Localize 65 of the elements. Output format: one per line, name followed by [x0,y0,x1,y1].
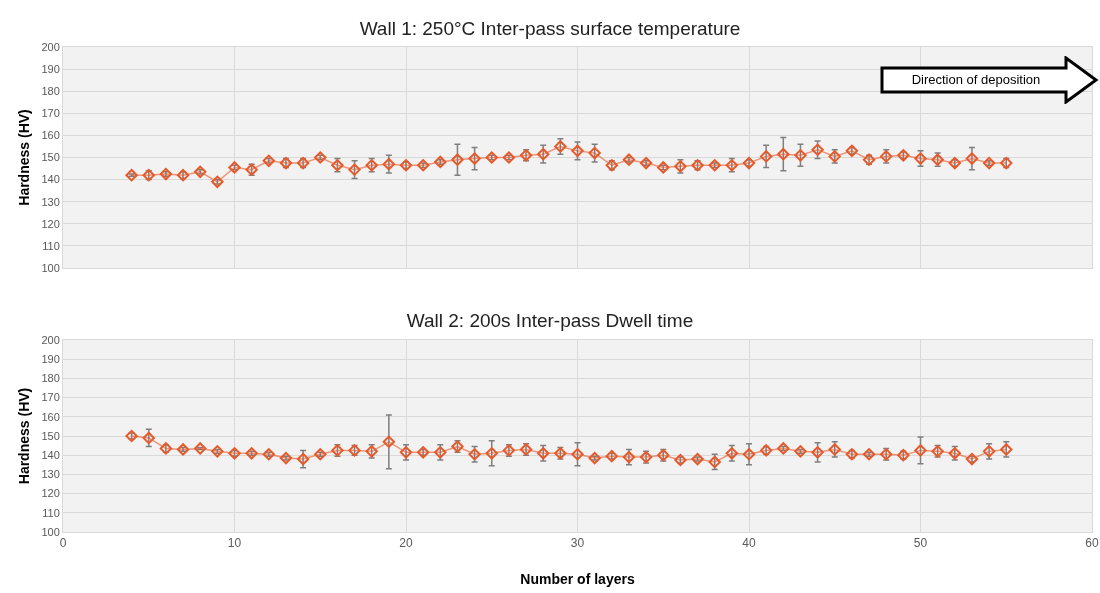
y-tick-label: 140 [41,449,60,462]
y-tick-label: 100 [41,261,60,274]
point [965,152,979,165]
y-tick-label: 160 [41,410,60,423]
x-tick-label: 40 [742,536,756,551]
y-tick-label: 120 [41,487,60,500]
point [794,149,807,162]
point [125,168,138,182]
chart-title: Wall 1: 250°C Inter-pass surface temperature [359,17,741,39]
y-tick-label: 180 [41,85,60,98]
point [279,451,293,465]
point [811,143,824,156]
y-axis-title: Hardness (HV) [16,109,33,206]
annotation: Direction of deposition [910,71,1042,89]
y-tick-label: 160 [41,129,60,142]
point [382,435,396,448]
point [811,446,824,459]
point [742,448,756,461]
point [485,447,498,460]
x-tick-label: 60 [1085,536,1099,551]
point [194,165,207,179]
point [571,448,584,461]
x-tick-label: 50 [913,536,928,551]
point [914,444,927,457]
point [451,153,464,166]
point [194,442,207,455]
y-tick-label: 110 [42,239,60,252]
y-tick-label: 130 [41,468,60,481]
x-axis-title: Number of layers [520,571,635,587]
y-tick-label: 120 [41,217,60,230]
point [777,147,790,161]
y-tick-label: 100 [41,525,60,538]
point [691,452,704,466]
y-tick-label: 200 [41,40,60,53]
y-axis-title: Hardness (HV) [16,387,33,485]
y-tick-label: 150 [41,429,60,442]
y-tick-label: 200 [41,333,60,346]
point [262,154,275,168]
point [982,156,996,170]
y-tick-label: 140 [41,173,60,186]
point [434,155,447,169]
y-tick-label: 190 [41,62,60,75]
x-tick-label: 30 [570,536,585,551]
x-tick-label: 20 [399,536,413,551]
point [245,447,258,460]
point [159,167,173,181]
y-tick-label: 110 [42,506,60,519]
chart-title: Wall 2: 200s Inter-pass Dwell time [406,309,694,331]
x-tick-label: 0 [59,536,67,551]
y-tick-label: 150 [41,151,60,164]
y-tick-label: 170 [41,391,60,404]
point [588,451,601,465]
point [211,175,224,189]
y-tick-label: 170 [41,107,60,120]
point [759,150,773,163]
point [314,448,327,461]
point [862,448,876,461]
y-tick-label: 180 [41,372,60,385]
point [262,448,275,461]
point [468,152,481,165]
y-tick-label: 130 [41,195,60,208]
point [348,163,361,176]
x-tick-label: 10 [227,536,242,551]
point [639,156,653,170]
y-tick-label: 190 [41,353,60,366]
